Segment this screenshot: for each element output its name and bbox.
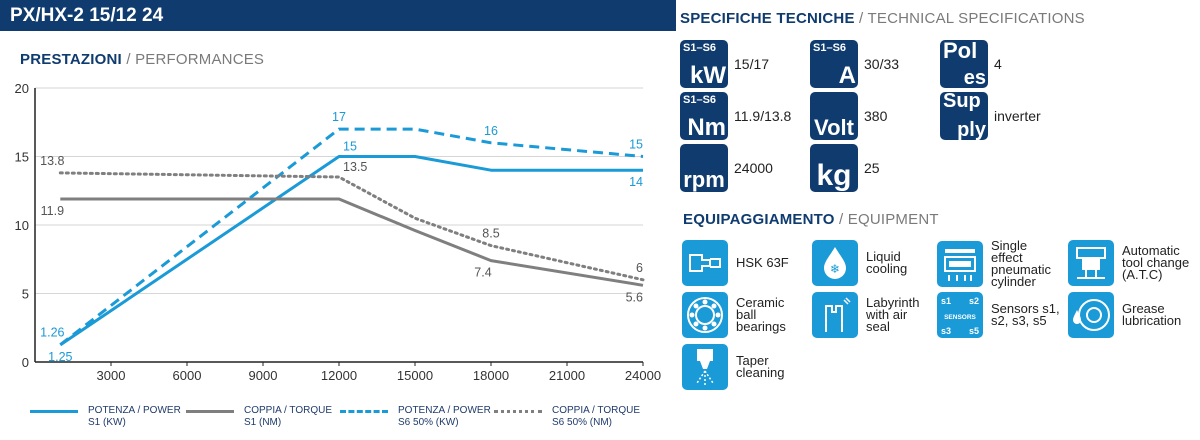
equipment-label: Taper cleaning — [736, 353, 785, 380]
x-tick-label: 12000 — [321, 368, 357, 383]
hsk-icon — [682, 240, 728, 286]
equipment-title-en: EQUIPMENT — [847, 211, 939, 228]
equipment-hsk: HSK 63F — [682, 240, 789, 286]
spec-value: 24000 — [734, 160, 773, 176]
supply-badge-icon: Sup ply — [940, 92, 988, 140]
equipment-taper-cleaning: Taper cleaning — [682, 344, 796, 390]
nm-badge-icon: S1–S6 Nm — [680, 92, 728, 140]
sensor-s1-label: s1 — [941, 296, 951, 306]
spec-supply: Sup ply inverter — [940, 92, 1041, 140]
equipment-label: Single effect pneumatic cylinder — [991, 238, 1051, 289]
performance-title-en: PERFORMANCES — [135, 51, 265, 68]
series-line-0 — [59, 155, 643, 347]
sensors-icon: s1 s2 SENSORS s3 s5 — [937, 292, 983, 338]
data-label: 1.25 — [48, 350, 72, 364]
poles-badge-icon: Pol es — [940, 40, 988, 88]
equipment-pneumatic: Single effect pneumatic cylinder — [937, 238, 1061, 289]
svg-text:❄: ❄ — [830, 262, 840, 276]
volt-badge-icon: Volt — [810, 92, 858, 140]
rpm-badge-icon: rpm — [680, 144, 728, 192]
x-tick-label: 15000 — [397, 368, 433, 383]
equipment-labyrinth: Labyrinth with air seal — [812, 292, 926, 338]
spec-current: S1–S6 A 30/33 — [810, 40, 899, 88]
x-tick-label: 24000 — [625, 368, 661, 383]
equipment-liquid-cooling: ❄ Liquid cooling — [812, 240, 926, 286]
equipment-label: Liquid cooling — [866, 249, 908, 276]
equipment-label: Ceramic ball bearings — [736, 295, 786, 334]
y-tick-label: 10 — [15, 218, 29, 233]
ampere-badge-icon: S1–S6 A — [810, 40, 858, 88]
performance-heading: PRESTAZIONI / PERFORMANCES — [20, 51, 265, 68]
y-tick-label: 5 — [22, 287, 29, 302]
kw-badge-icon: S1–S6 kW — [680, 40, 728, 88]
data-label: 15 — [343, 140, 357, 154]
spec-power: S1–S6 kW 15/17 — [680, 40, 769, 88]
sensor-s2-label: s2 — [969, 296, 979, 306]
spec-weight: kg 25 — [810, 144, 880, 192]
atc-icon — [1068, 240, 1114, 286]
series-line-3 — [58, 171, 645, 282]
spec-speed: rpm 24000 — [680, 144, 773, 192]
spec-poles: Pol es 4 — [940, 40, 1002, 88]
x-tick-label: 3000 — [97, 368, 126, 383]
performance-chart: 0 5 10 15 20 3000 6000 9000 12000 15000 18000 21000… — [15, 81, 662, 383]
equipment-heading: EQUIPAGGIAMENTO / EQUIPMENT — [683, 211, 939, 228]
data-label: 14 — [629, 175, 643, 189]
ceramic-bearings-icon — [682, 292, 728, 338]
equipment-label: HSK 63F — [736, 255, 789, 270]
equipment-sensors: s1 s2 SENSORS s3 s5 Sensors s1, s2, s3, … — [937, 292, 1061, 338]
data-label: 17 — [332, 110, 346, 124]
spec-voltage: Volt 380 — [810, 92, 887, 140]
series-line-1 — [60, 197, 644, 287]
liquid-cooling-icon: ❄ — [812, 240, 858, 286]
equipment-label: Automatic tool change (A.T.C) — [1122, 243, 1190, 282]
product-title: PX/HX-2 15/12 24 — [0, 0, 676, 31]
spec-value: 4 — [994, 56, 1002, 72]
grease-icon — [1068, 292, 1114, 338]
specs-heading: SPECIFICHE TECNICHE / TECHNICAL SPECIFIC… — [680, 10, 1085, 27]
spec-value: inverter — [994, 108, 1041, 124]
data-label: 13.5 — [343, 160, 367, 174]
y-tick-label: 20 — [15, 81, 29, 96]
equipment-label: Sensors s1, s2, s3, s5 — [991, 301, 1060, 328]
equipment-label: Labyrinth with air seal — [866, 295, 920, 334]
specs-title-en: TECHNICAL SPECIFICATIONS — [867, 10, 1085, 27]
y-tick-label: 0 — [22, 355, 29, 370]
sensor-s3-label: s3 — [941, 326, 951, 336]
pneumatic-cylinder-icon — [937, 241, 983, 287]
y-tick-label: 15 — [15, 150, 29, 165]
x-tick-label: 9000 — [249, 368, 278, 383]
data-label: 6 — [636, 261, 643, 275]
equipment-atc: Automatic tool change (A.T.C) — [1068, 240, 1192, 286]
spec-torque: S1–S6 Nm 11.9/13.8 — [680, 92, 791, 140]
performance-title-it: PRESTAZIONI — [20, 51, 122, 68]
spec-value: 380 — [864, 108, 888, 124]
spec-value: 30/33 — [864, 56, 900, 72]
equipment-title-it: EQUIPAGGIAMENTO — [683, 211, 835, 228]
data-label: 1.26 — [40, 326, 64, 340]
spec-value: 11.9/13.8 — [734, 108, 792, 124]
data-label: 15 — [629, 138, 643, 152]
equipment-ceramic-bearings: Ceramic ball bearings — [682, 292, 796, 338]
equipment-grease: Grease lubrication — [1068, 292, 1192, 338]
spec-value: 25 — [864, 160, 880, 176]
taper-cleaning-icon — [682, 344, 728, 390]
x-tick-label: 18000 — [473, 368, 509, 383]
sensor-s5-label: s5 — [969, 326, 979, 336]
specs-title-it: SPECIFICHE TECNICHE — [680, 10, 855, 27]
data-label: 7.4 — [474, 266, 491, 280]
kg-badge-icon: kg — [810, 144, 858, 192]
labyrinth-icon — [812, 292, 858, 338]
x-tick-label: 6000 — [173, 368, 202, 383]
data-label: 13.8 — [40, 154, 64, 168]
data-label: 16 — [484, 124, 498, 138]
spec-value: 15/17 — [734, 56, 770, 72]
data-label: 5.6 — [626, 290, 643, 304]
sensors-center-label: SENSORS — [944, 314, 976, 321]
x-tick-label: 21000 — [549, 368, 585, 383]
equipment-label: Grease lubrication — [1122, 301, 1182, 328]
data-label: 11.9 — [41, 204, 64, 218]
data-label: 8.5 — [482, 227, 499, 241]
